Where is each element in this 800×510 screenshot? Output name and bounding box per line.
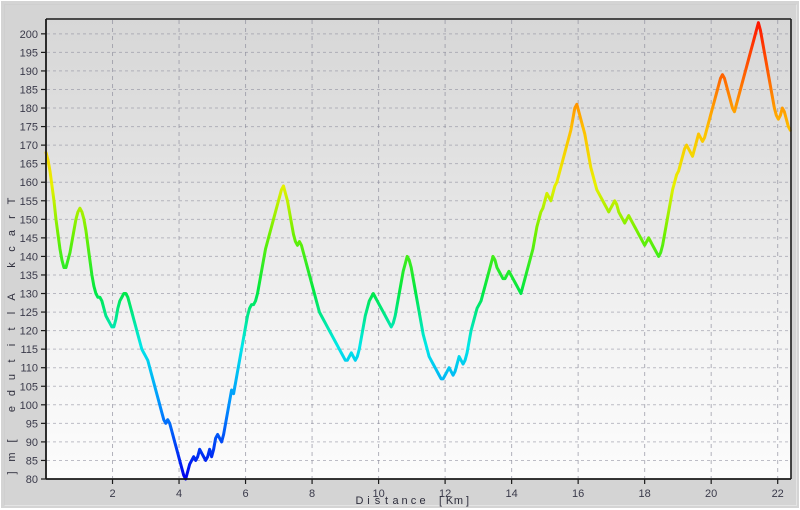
y-axis-title-char: l <box>6 312 18 314</box>
y-tick-label: 190 <box>20 66 38 78</box>
y-tick-label: 95 <box>26 418 38 430</box>
y-axis-title-char: r <box>6 215 18 219</box>
y-axis-title: Tr a c k Al t i t u d e [ m] <box>6 197 18 474</box>
y-tick-label: 90 <box>26 437 38 449</box>
y-tick-label: 100 <box>20 400 38 412</box>
x-tick-label: 16 <box>572 488 584 500</box>
window-inner-frame <box>4 4 797 506</box>
x-axis-title-char: i <box>367 495 369 507</box>
y-tick-label: 115 <box>20 344 38 356</box>
altitude-series-line <box>44 21 792 481</box>
y-axis-title-char: d <box>6 390 18 396</box>
x-tick-label: 2 <box>109 488 115 500</box>
plot-area <box>46 19 791 479</box>
y-tick-label: 200 <box>20 29 38 41</box>
x-axis-title-char: K <box>446 495 454 507</box>
x-axis-title-char: e <box>419 495 425 507</box>
y-axis-title-char: t <box>6 327 18 330</box>
y-axis-title-char: ] <box>6 471 18 474</box>
x-tick-label: 14 <box>506 488 518 500</box>
y-tick-label: 125 <box>20 307 38 319</box>
x-axis-title-char: D <box>356 495 364 507</box>
y-tick-label: 185 <box>20 84 38 96</box>
x-axis-title-char: m <box>454 495 463 507</box>
x-tick-label: 4 <box>176 488 182 500</box>
x-tick-label: 20 <box>705 488 717 500</box>
x-tick-label: 12 <box>439 488 451 500</box>
y-tick-label: 120 <box>20 326 38 338</box>
y-axis-title-char: a <box>6 229 18 236</box>
x-axis-tick-labels: 2 4 6 8 10 12 14 16 18 20 22 <box>109 488 783 500</box>
y-tick-label: 140 <box>20 251 38 263</box>
y-axis-title-char: e <box>6 406 18 412</box>
y-tick-label: 80 <box>26 474 38 486</box>
y-tick-label: 110 <box>20 363 38 375</box>
y-tick-label: 180 <box>20 103 38 115</box>
x-axis-title-char: [ <box>439 495 442 507</box>
x-tick-label: 6 <box>242 488 248 500</box>
y-tick-label: 195 <box>20 47 38 59</box>
y-axis-title-char: m <box>6 452 18 461</box>
x-tick-label: 22 <box>772 488 784 500</box>
y-axis-tick-labels: 80 85 90 95 100 105 110 115 120 125 130 135 140 145 15… <box>20 29 38 486</box>
y-tick-label: 135 <box>20 270 38 282</box>
y-axis-title-char: c <box>6 246 18 252</box>
x-axis-title-char: t <box>385 495 388 507</box>
x-tick-label: 18 <box>639 488 651 500</box>
y-axis-title-char: u <box>6 374 18 380</box>
x-tick-label: 8 <box>309 488 315 500</box>
y-axis-title-char: T <box>6 197 18 204</box>
y-axis-title-char: i <box>6 344 18 346</box>
y-tick-label: 155 <box>20 196 38 208</box>
x-axis-title-char: a <box>392 495 399 507</box>
x-axis-title-char: c <box>411 495 417 507</box>
y-axis-title-char: A <box>6 293 18 301</box>
x-axis-title-char: n <box>401 495 407 507</box>
y-tick-label: 175 <box>20 122 38 134</box>
y-tick-label: 105 <box>20 381 38 393</box>
y-axis-title-char: k <box>6 262 18 268</box>
horizontal-gridlines <box>47 33 790 461</box>
y-tick-label: 160 <box>20 177 38 189</box>
y-tick-label: 85 <box>26 455 38 467</box>
x-axis-title-char: ] <box>466 495 469 507</box>
x-axis-title-char: s <box>375 495 381 507</box>
y-tick-label: 145 <box>20 233 38 245</box>
y-tick-label: 150 <box>20 214 38 226</box>
y-axis-title-char: [ <box>6 439 18 442</box>
y-tick-label: 165 <box>20 159 38 171</box>
y-axis-title-char: t <box>6 359 18 362</box>
y-tick-label: 130 <box>20 289 38 301</box>
plot-background <box>46 19 791 479</box>
y-tick-label: 170 <box>20 140 38 152</box>
x-tick-label: 10 <box>372 488 384 500</box>
plot-frame <box>45 18 792 480</box>
